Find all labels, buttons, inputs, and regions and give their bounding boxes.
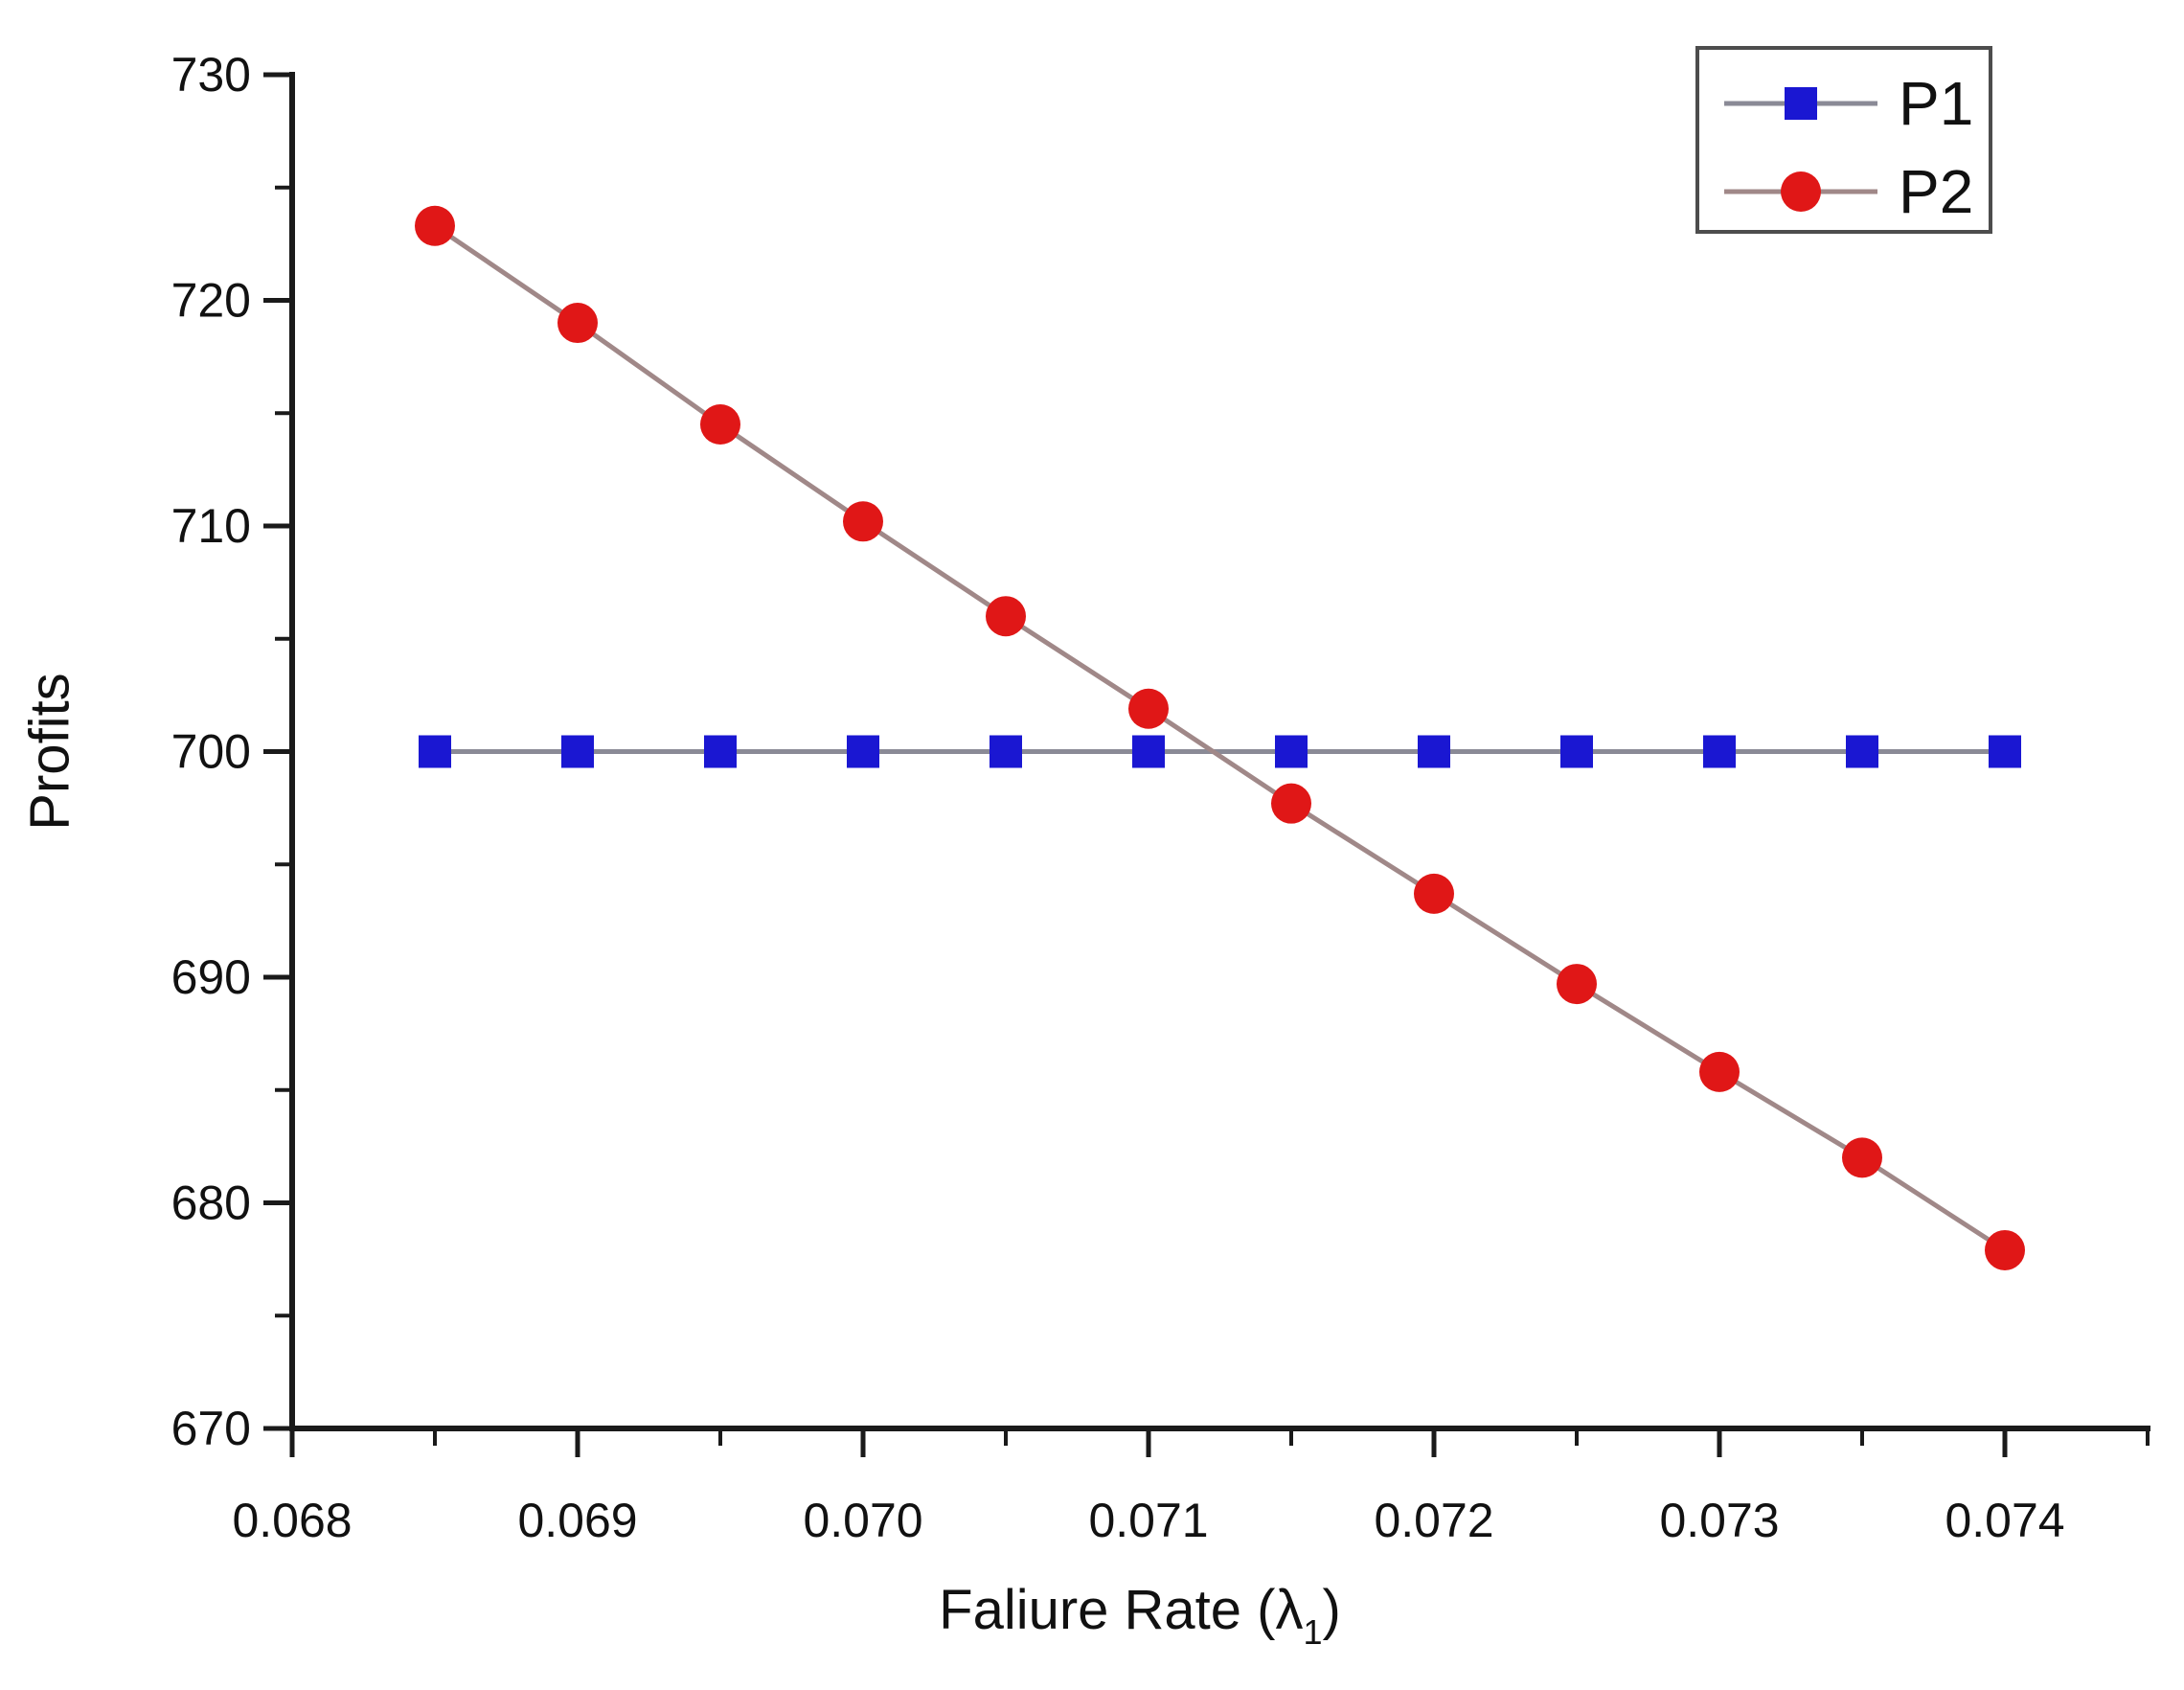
legend-box xyxy=(1695,46,1992,234)
y-tick-label: 680 xyxy=(171,1176,251,1230)
x-axis-title: Faliure Rate (λ1) xyxy=(939,1579,1341,1652)
series-P1-marker xyxy=(1703,735,1736,768)
series-P2-line xyxy=(433,223,2007,1253)
series-P2-marker xyxy=(1699,1051,1740,1092)
series-P2-marker xyxy=(986,596,1026,637)
series-P1-marker xyxy=(704,735,737,768)
y-tick-label: 720 xyxy=(171,274,251,328)
legend-square-marker-icon xyxy=(1785,87,1817,120)
x-tick-label: 0.074 xyxy=(1945,1494,2064,1547)
series-P1-marker xyxy=(1846,735,1878,768)
series-P1-marker xyxy=(990,735,1022,768)
x-tick-label: 0.070 xyxy=(803,1494,922,1547)
series-P1-marker xyxy=(561,735,594,768)
series-P2-marker xyxy=(557,303,598,344)
series-P2-marker xyxy=(1271,783,1311,824)
series-P1-marker xyxy=(1132,735,1165,768)
x-tick-label: 0.069 xyxy=(517,1494,637,1547)
series-P2-marker xyxy=(1985,1229,2025,1270)
series-P1-marker xyxy=(1989,735,2021,768)
y-tick-label: 730 xyxy=(171,48,251,102)
series-P2-marker xyxy=(1128,688,1169,729)
y-tick-label: 710 xyxy=(171,499,251,553)
series-P1-marker xyxy=(1275,735,1308,768)
series-P2-marker xyxy=(1557,964,1597,1005)
series-P1-marker xyxy=(419,735,451,768)
x-tick-label: 0.068 xyxy=(232,1494,352,1547)
y-tick-label: 690 xyxy=(171,950,251,1004)
series-P1-marker xyxy=(1560,735,1593,768)
y-axis-title: Profits xyxy=(19,673,81,830)
series-P2-marker xyxy=(415,205,455,246)
series-P2-marker xyxy=(843,501,883,542)
x-tick-label: 0.072 xyxy=(1374,1494,1493,1547)
x-tick-label: 0.073 xyxy=(1659,1494,1779,1547)
legend-label: P1 xyxy=(1899,69,1973,138)
y-tick-label: 670 xyxy=(171,1402,251,1455)
series-P2-marker xyxy=(700,404,740,445)
series-P2-marker xyxy=(1414,873,1454,914)
series-P1-marker xyxy=(1418,735,1450,768)
series-P1-marker xyxy=(847,735,879,768)
y-tick-label: 700 xyxy=(171,725,251,779)
legend-label: P2 xyxy=(1899,157,1973,226)
series-P2-marker xyxy=(1842,1137,1882,1178)
x-tick-label: 0.071 xyxy=(1088,1494,1208,1547)
legend-circle-marker-icon xyxy=(1781,171,1821,212)
